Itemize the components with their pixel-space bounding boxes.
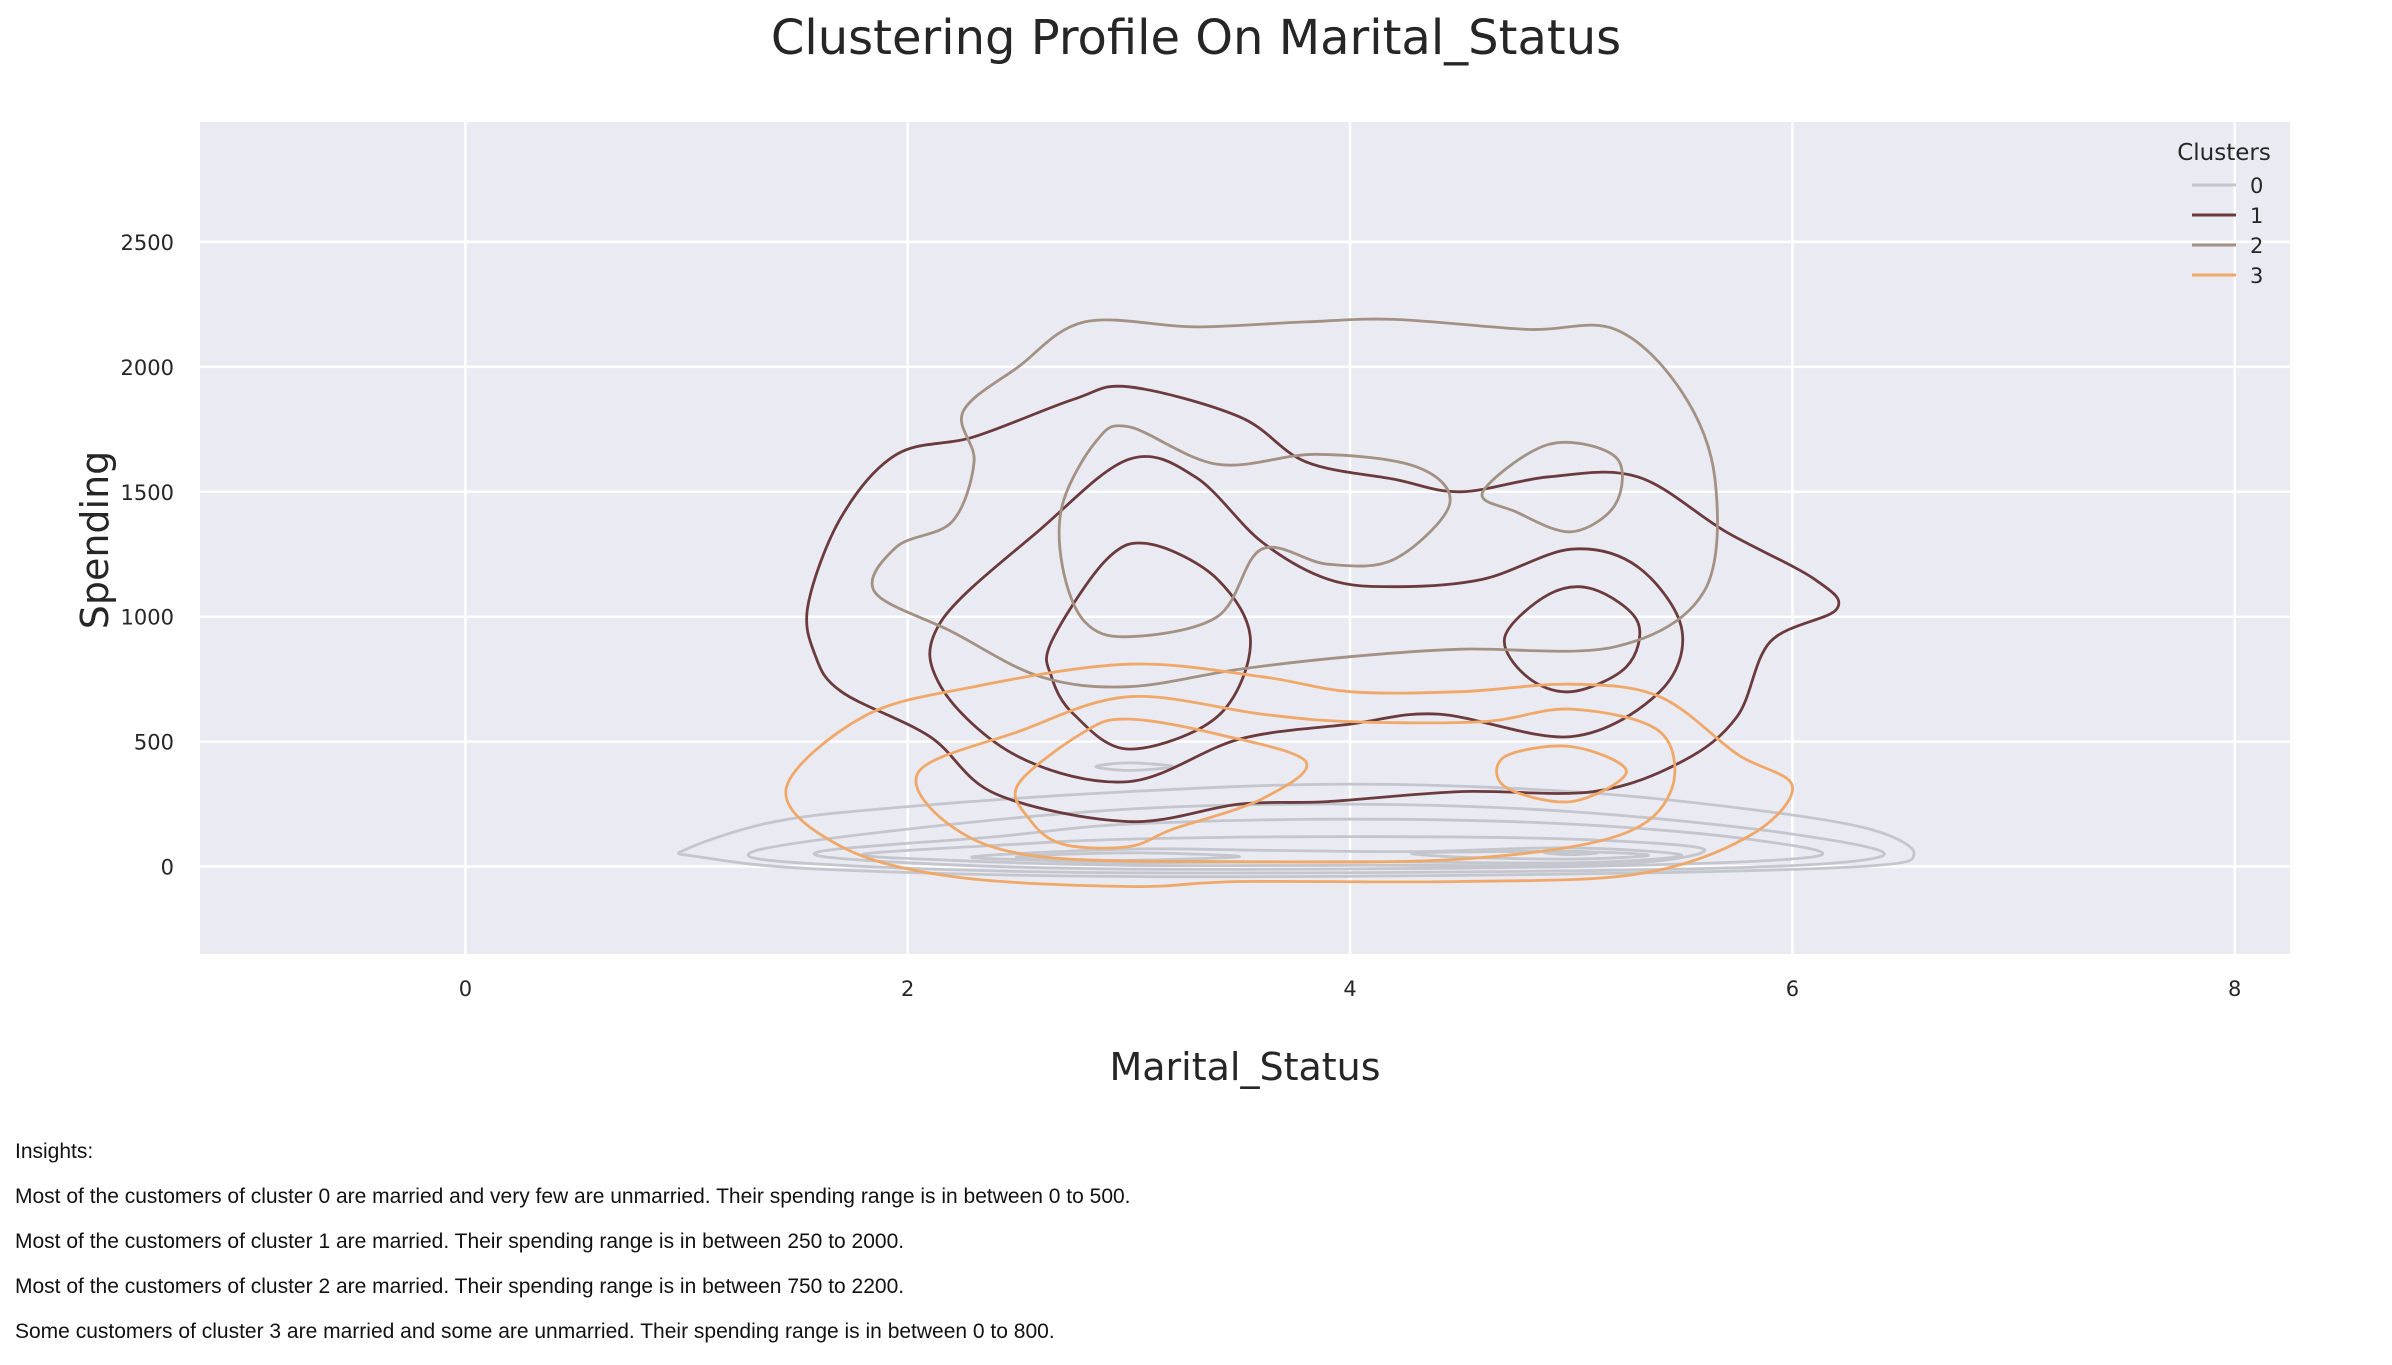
contour-line-cluster-0 xyxy=(1543,849,1600,857)
insight-line: Some customers of cluster 3 are married … xyxy=(15,1320,1055,1343)
contour-line-cluster-0 xyxy=(812,817,1825,871)
contour-line-cluster-1 xyxy=(1045,541,1252,751)
contour-layer xyxy=(677,317,1916,889)
legend-label: 0 xyxy=(2250,174,2263,198)
insight-line: Most of the customers of cluster 0 are m… xyxy=(15,1185,1131,1208)
insight-line: Most of the customers of cluster 2 are m… xyxy=(15,1275,905,1298)
contour-line-cluster-3 xyxy=(914,694,1677,864)
chart-svg: 0 2 4 6 8 0 500 1000 1500 2000 2500 Marital_Status… xyxy=(73,122,2290,1089)
x-tick-label: 6 xyxy=(1786,977,1799,1001)
contour-line-cluster-1 xyxy=(805,384,1841,824)
y-tick-label: 1000 xyxy=(121,606,174,630)
contour-line-cluster-0 xyxy=(677,782,1916,879)
grid-lines xyxy=(200,122,2290,954)
contour-line-cluster-3 xyxy=(1013,717,1309,850)
series-1-contours xyxy=(805,384,1841,824)
x-axis-label: Marital_Status xyxy=(1109,1045,1380,1089)
y-tick-label: 2000 xyxy=(121,356,174,380)
x-tick-label: 2 xyxy=(901,977,914,1001)
contour-line-cluster-1 xyxy=(928,455,1685,784)
x-tick-label: 0 xyxy=(459,977,472,1001)
contour-line-cluster-1 xyxy=(1502,585,1642,694)
contour-line-cluster-0 xyxy=(1410,850,1651,861)
contour-line-cluster-0 xyxy=(860,835,1707,868)
y-tick-label: 500 xyxy=(134,731,174,755)
chart-title: Clustering Profile On Marital_Status xyxy=(770,10,1622,66)
series-0-contours xyxy=(677,761,1916,879)
contour-line-cluster-2 xyxy=(1480,440,1624,534)
series-3-contours xyxy=(784,662,1794,889)
insights-heading: Insights: xyxy=(15,1140,94,1163)
contour-line-cluster-2 xyxy=(1057,424,1452,639)
x-tick-label: 8 xyxy=(2228,977,2241,1001)
insights: Insights: Most of the customers of clust… xyxy=(15,1140,1131,1365)
y-tick-label: 2500 xyxy=(121,231,174,255)
contour-line-cluster-0 xyxy=(970,846,1684,865)
contour-line-cluster-3 xyxy=(784,662,1794,889)
tick-labels: 0 2 4 6 8 0 500 1000 1500 2000 2500 xyxy=(121,231,2242,1001)
contour-line-cluster-0 xyxy=(746,802,1886,875)
insight-line: Most of the customers of cluster 1 are m… xyxy=(15,1230,905,1253)
y-tick-label: 1500 xyxy=(121,481,174,505)
series-2-contours xyxy=(870,317,1719,689)
legend-label: 3 xyxy=(2250,264,2263,288)
legend: Clusters 0 1 2 3 xyxy=(2177,140,2271,288)
y-axis-label: Spending xyxy=(73,451,117,630)
legend-label: 2 xyxy=(2250,234,2263,258)
x-tick-label: 4 xyxy=(1343,977,1356,1001)
contour-line-cluster-2 xyxy=(870,317,1719,689)
legend-title: Clusters xyxy=(2177,140,2271,166)
plot-background xyxy=(200,122,2290,954)
y-tick-label: 0 xyxy=(161,856,174,880)
legend-label: 1 xyxy=(2250,204,2263,228)
contour-line-cluster-3 xyxy=(1495,744,1628,804)
